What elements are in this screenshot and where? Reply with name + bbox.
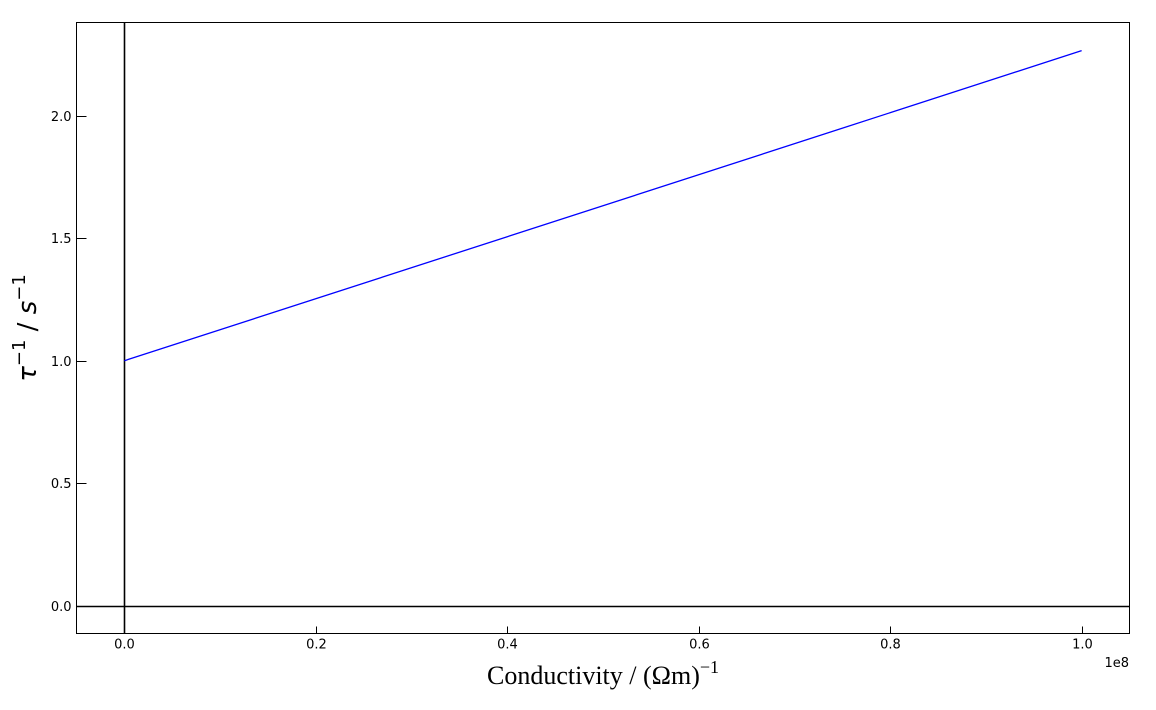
x-tick-label: 0.0: [114, 638, 135, 653]
y-tick-label: 1.5: [51, 232, 72, 247]
y-axis-label-separator: /: [13, 314, 43, 339]
y-tick-label: 2.0: [51, 110, 72, 125]
x-tick-label: 0.6: [689, 638, 710, 653]
y-axis-label-unit: s: [13, 301, 43, 315]
y-axis-label-exp1: −1: [9, 340, 30, 367]
x-tick-label: 0.8: [880, 638, 901, 653]
series-line-0: [124, 50, 1082, 362]
x-tick-label: 0.2: [306, 638, 327, 653]
y-axis-label: τ−1 / s−1: [9, 274, 43, 382]
x-axis-ticks: 0.0 0.2 0.4 0.6 0.8 1.0: [114, 626, 1093, 653]
x-axis-label: Conductivity / (Ωm)−1: [487, 657, 719, 690]
y-axis-label-exp2: −1: [9, 274, 30, 301]
x-axis-label-text: Conductivity / (Ωm): [487, 661, 700, 690]
y-axis-ticks: 0.0 0.5 1.0 1.5 2.0: [51, 110, 87, 615]
x-axis-label-exponent: −1: [700, 657, 719, 677]
plot-area-frame: [76, 22, 1130, 634]
x-tick-label: 0.4: [497, 638, 518, 653]
x-axis-offset-label: 1e8: [1104, 656, 1129, 671]
y-tick-label: 0.5: [51, 477, 72, 492]
reference-lines: [76, 22, 1130, 634]
y-axis-label-tau: τ: [13, 366, 43, 382]
y-tick-label: 1.0: [51, 355, 72, 370]
y-tick-label: 0.0: [51, 600, 72, 615]
x-tick-label: 1.0: [1072, 638, 1093, 653]
series-layer: [124, 50, 1082, 362]
